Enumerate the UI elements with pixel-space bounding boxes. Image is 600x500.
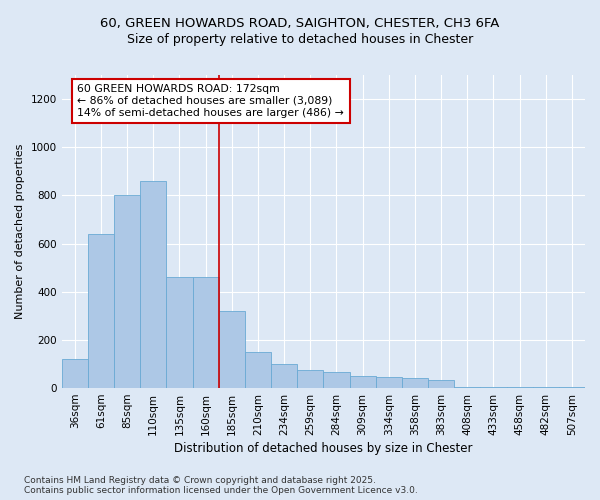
Bar bbox=[350, 376, 376, 388]
Bar bbox=[559, 387, 585, 388]
Bar bbox=[245, 352, 271, 388]
Bar bbox=[114, 196, 140, 388]
Bar bbox=[218, 311, 245, 388]
Bar bbox=[140, 181, 166, 388]
Bar bbox=[402, 378, 428, 388]
Text: Size of property relative to detached houses in Chester: Size of property relative to detached ho… bbox=[127, 32, 473, 46]
Bar bbox=[533, 387, 559, 388]
Bar bbox=[454, 387, 481, 388]
Text: 60 GREEN HOWARDS ROAD: 172sqm
← 86% of detached houses are smaller (3,089)
14% o: 60 GREEN HOWARDS ROAD: 172sqm ← 86% of d… bbox=[77, 84, 344, 117]
Bar bbox=[88, 234, 114, 388]
Bar bbox=[481, 387, 506, 388]
Bar bbox=[376, 377, 402, 388]
Text: Contains HM Land Registry data © Crown copyright and database right 2025.
Contai: Contains HM Land Registry data © Crown c… bbox=[24, 476, 418, 495]
Bar bbox=[62, 359, 88, 388]
X-axis label: Distribution of detached houses by size in Chester: Distribution of detached houses by size … bbox=[174, 442, 473, 455]
Bar bbox=[506, 387, 533, 388]
Bar bbox=[323, 372, 350, 388]
Bar bbox=[271, 364, 297, 388]
Y-axis label: Number of detached properties: Number of detached properties bbox=[15, 144, 25, 319]
Bar bbox=[428, 380, 454, 388]
Bar bbox=[297, 370, 323, 388]
Bar bbox=[193, 278, 218, 388]
Text: 60, GREEN HOWARDS ROAD, SAIGHTON, CHESTER, CH3 6FA: 60, GREEN HOWARDS ROAD, SAIGHTON, CHESTE… bbox=[100, 18, 500, 30]
Bar bbox=[166, 278, 193, 388]
